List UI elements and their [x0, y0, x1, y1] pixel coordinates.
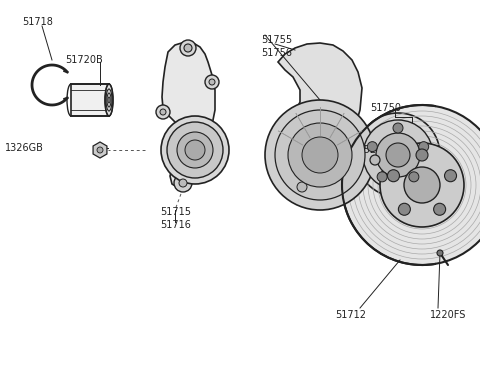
Circle shape: [370, 155, 380, 165]
Polygon shape: [290, 176, 312, 195]
Circle shape: [409, 172, 419, 182]
Circle shape: [156, 105, 170, 119]
Circle shape: [265, 100, 375, 210]
Circle shape: [380, 143, 464, 227]
Circle shape: [387, 170, 399, 182]
Text: 51755: 51755: [261, 35, 292, 45]
Polygon shape: [93, 142, 107, 158]
Polygon shape: [71, 84, 109, 116]
Circle shape: [160, 109, 166, 115]
Circle shape: [398, 203, 410, 215]
Circle shape: [342, 105, 480, 265]
Text: 1220FS: 1220FS: [430, 310, 467, 320]
Circle shape: [377, 172, 387, 182]
Circle shape: [433, 203, 445, 215]
Circle shape: [161, 116, 229, 184]
Circle shape: [180, 40, 196, 56]
Ellipse shape: [107, 93, 111, 107]
Circle shape: [367, 142, 377, 152]
Circle shape: [209, 79, 215, 85]
Circle shape: [288, 123, 352, 187]
Circle shape: [404, 167, 440, 203]
Circle shape: [356, 113, 440, 197]
Text: 51715: 51715: [160, 207, 191, 217]
Ellipse shape: [105, 84, 113, 116]
Circle shape: [437, 250, 443, 256]
Circle shape: [205, 75, 219, 89]
Circle shape: [184, 44, 192, 52]
Text: 51718: 51718: [22, 17, 53, 27]
Circle shape: [185, 140, 205, 160]
Text: 1326GB: 1326GB: [5, 143, 44, 153]
Circle shape: [275, 110, 365, 200]
Circle shape: [416, 149, 428, 161]
Circle shape: [363, 120, 433, 190]
Ellipse shape: [106, 89, 112, 111]
Circle shape: [297, 182, 307, 192]
Polygon shape: [278, 43, 362, 165]
Circle shape: [419, 142, 429, 152]
Circle shape: [302, 137, 338, 173]
Circle shape: [444, 170, 456, 182]
Text: 51752: 51752: [345, 145, 376, 155]
Circle shape: [174, 174, 192, 192]
Text: 51756: 51756: [261, 48, 292, 58]
Circle shape: [376, 133, 420, 177]
Circle shape: [97, 147, 103, 153]
Text: 51712: 51712: [335, 310, 366, 320]
Circle shape: [393, 123, 403, 133]
Circle shape: [386, 143, 410, 167]
Circle shape: [167, 122, 223, 178]
Text: 51720B: 51720B: [65, 55, 103, 65]
Text: 51750: 51750: [370, 103, 401, 113]
Circle shape: [177, 132, 213, 168]
Circle shape: [179, 179, 187, 187]
Polygon shape: [162, 42, 215, 187]
Text: 51716: 51716: [160, 220, 191, 230]
Ellipse shape: [108, 97, 110, 103]
